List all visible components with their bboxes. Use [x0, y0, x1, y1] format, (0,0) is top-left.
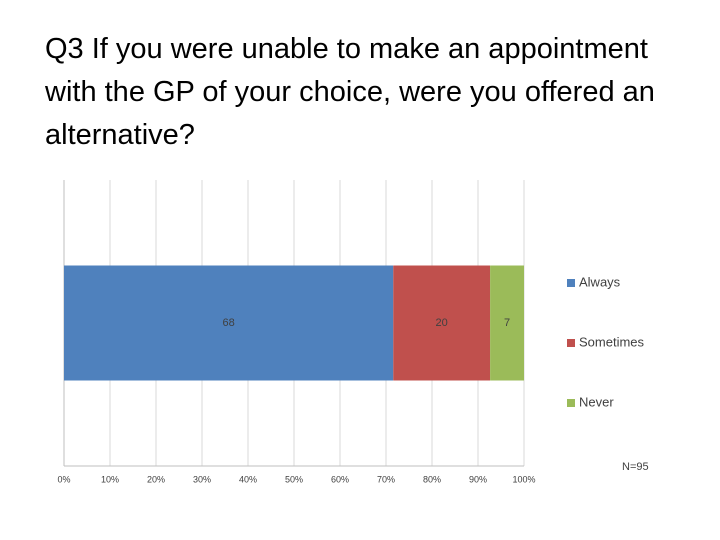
bar-segment — [393, 265, 491, 381]
data-label: 7 — [504, 317, 510, 329]
x-tick-label: 30% — [193, 474, 211, 484]
chart-title: Q3 If you were unable to make an appoint… — [45, 33, 655, 151]
bar-segment — [490, 265, 524, 381]
x-tick-label: 70% — [377, 474, 395, 484]
legend-label: Always — [579, 274, 621, 289]
x-tick-label: 100% — [512, 474, 535, 484]
x-tick-label: 20% — [147, 474, 165, 484]
legend-swatch — [567, 339, 575, 347]
x-tick-label: 60% — [331, 474, 349, 484]
legend-swatch — [567, 399, 575, 407]
data-label: 20 — [436, 317, 448, 329]
legend-label: Never — [579, 394, 614, 409]
x-tick-label: 90% — [469, 474, 487, 484]
bar-segment — [64, 265, 394, 381]
x-tick-label: 0% — [57, 474, 70, 484]
annotation: N=95 — [622, 461, 649, 473]
legend-label: Sometimes — [579, 334, 645, 349]
x-tick-label: 80% — [423, 474, 441, 484]
x-tick-label: 10% — [101, 474, 119, 484]
data-label: 68 — [223, 317, 235, 329]
x-tick-label: 40% — [239, 474, 257, 484]
legend-swatch — [567, 279, 575, 287]
x-tick-label: 50% — [285, 474, 303, 484]
